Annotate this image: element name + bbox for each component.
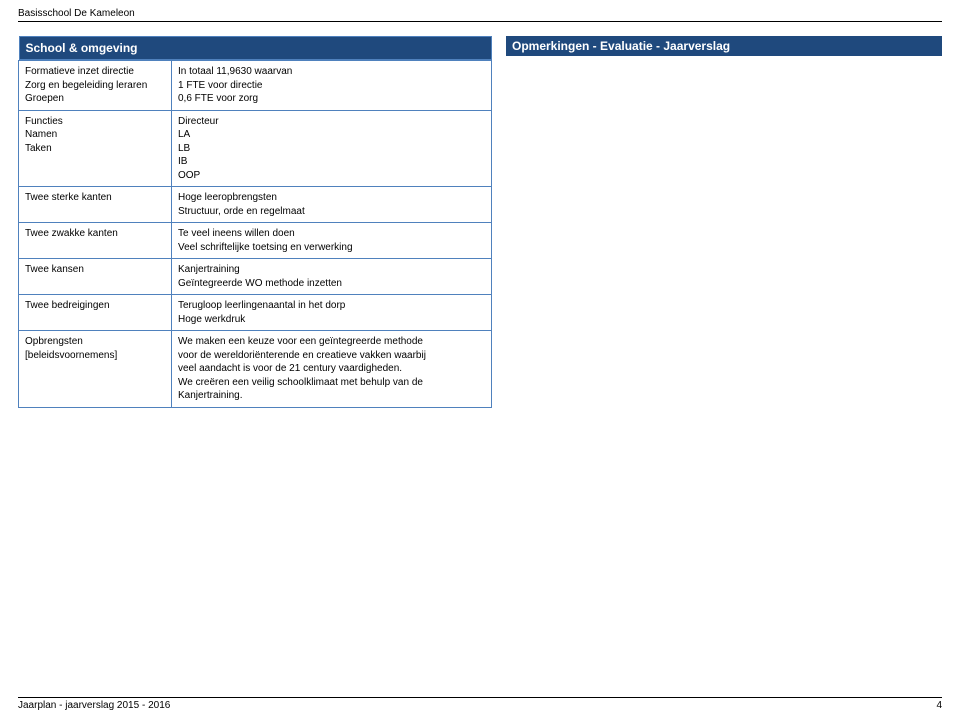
row-value: We maken een keuze voor een geïntegreerd… (172, 331, 492, 408)
footer-rule (18, 697, 942, 698)
row-label: Opbrengsten [beleidsvoornemens] (19, 331, 172, 408)
row-value: In totaal 11,9630 waarvan 1 FTE voor dir… (172, 61, 492, 111)
row-label: Twee bedreigingen (19, 295, 172, 331)
right-column: Opmerkingen - Evaluatie - Jaarverslag (506, 36, 942, 408)
table-row: Twee kansen Kanjertraining Geïntegreerde… (19, 259, 492, 295)
table-row: Twee sterke kanten Hoge leeropbrengsten … (19, 187, 492, 223)
footer-page-number: 4 (936, 700, 942, 711)
school-name: Basisschool De Kameleon (18, 8, 942, 19)
row-label: Functies Namen Taken (19, 110, 172, 187)
table-row: Functies Namen Taken Directeur LA LB IB … (19, 110, 492, 187)
table-row: Formatieve inzet directie Zorg en begele… (19, 61, 492, 111)
row-label: Twee zwakke kanten (19, 223, 172, 259)
row-value: Kanjertraining Geïntegreerde WO methode … (172, 259, 492, 295)
row-label: Formatieve inzet directie Zorg en begele… (19, 61, 172, 111)
table-row: Opbrengsten [beleidsvoornemens] We maken… (19, 331, 492, 408)
content-columns: School & omgeving Formatieve inzet direc… (18, 36, 942, 408)
row-label: Twee kansen (19, 259, 172, 295)
school-table: School & omgeving Formatieve inzet direc… (18, 36, 492, 408)
row-value: Hoge leeropbrengsten Structuur, orde en … (172, 187, 492, 223)
left-header: School & omgeving (19, 36, 492, 60)
row-label: Twee sterke kanten (19, 187, 172, 223)
right-header: Opmerkingen - Evaluatie - Jaarverslag (506, 36, 942, 56)
row-value: Terugloop leerlingenaantal in het dorp H… (172, 295, 492, 331)
table-row: Twee bedreigingen Terugloop leerlingenaa… (19, 295, 492, 331)
footer-left: Jaarplan - jaarverslag 2015 - 2016 (18, 700, 170, 711)
row-value: Directeur LA LB IB OOP (172, 110, 492, 187)
table-row: Twee zwakke kanten Te veel ineens willen… (19, 223, 492, 259)
page-footer: Jaarplan - jaarverslag 2015 - 2016 4 (18, 697, 942, 711)
left-column: School & omgeving Formatieve inzet direc… (18, 36, 492, 408)
top-rule (18, 21, 942, 22)
row-value: Te veel ineens willen doen Veel schrifte… (172, 223, 492, 259)
